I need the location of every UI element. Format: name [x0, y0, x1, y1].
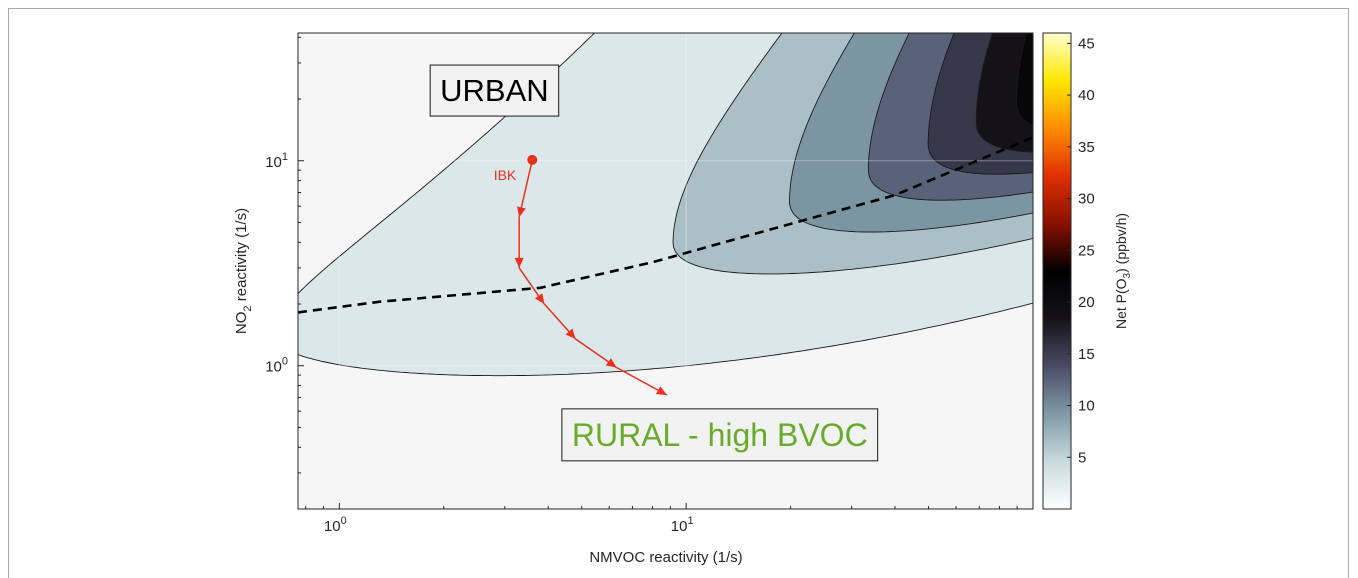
colorbar-ticks: 5 10 15 20 25 30 35 40 45 [1067, 35, 1095, 466]
colorbar-label: Net P(O3) (ppbv/h) [1113, 213, 1133, 329]
ibk-arrowhead [565, 328, 576, 340]
y-tick-exp: 0 [282, 356, 288, 368]
y-tick-label: 101 [265, 151, 288, 171]
ibk-arrowhead [517, 206, 526, 218]
colorbar-tick-label: 25 [1078, 242, 1095, 259]
ibk-arrowhead [655, 386, 667, 395]
ibk-arrowhead [534, 293, 545, 305]
annotation-box [561, 408, 879, 462]
colorbar-label-pre: Net P(O [1113, 278, 1129, 329]
x-axis-ticks: 100 101 [305, 503, 1018, 535]
contour-line-17 [975, 33, 1033, 153]
y-tick-base: 10 [265, 359, 282, 376]
y-axis-label-main: NO [233, 312, 250, 335]
contour-line-5 [672, 33, 1033, 275]
colorbar-tick-label: 20 [1078, 294, 1095, 311]
ibk-arrowhead [605, 358, 617, 368]
colorbar-tick-label: 40 [1078, 87, 1095, 104]
figure-frame [8, 8, 1349, 578]
x-tick-label: 100 [324, 515, 347, 535]
urban-annotation: URBAN [429, 64, 560, 117]
colorbar-tick-label: 5 [1078, 449, 1086, 466]
contour-line-14 [927, 33, 1033, 175]
x-tick-exp: 0 [341, 515, 347, 527]
contour-line-11 [867, 33, 1033, 201]
annotation-text: RURAL - high BVOC [572, 417, 868, 453]
ibk-arrowhead [514, 257, 524, 268]
ridge-dashed-line [298, 136, 1033, 314]
colorbar [1042, 32, 1072, 510]
colorbar-tick-label: 15 [1078, 346, 1095, 363]
y-axis-label-sub: 2 [242, 305, 254, 311]
contour-line-8 [789, 33, 1033, 233]
y-axis-label-rest: reactivity (1/s) [233, 208, 250, 306]
colorbar-tick-label: 10 [1078, 398, 1095, 415]
plot-border [297, 32, 1034, 510]
y-tick-exp: 1 [282, 151, 288, 163]
x-tick-exp: 1 [687, 515, 693, 527]
annotation-box [429, 64, 560, 117]
x-tick-label: 101 [671, 515, 694, 535]
annotations: URBAN RURAL - high BVOC [429, 64, 879, 462]
annotation-text: URBAN [440, 73, 549, 108]
x-tick-base: 10 [324, 518, 341, 535]
colorbar-label-sub: 3 [1122, 272, 1133, 278]
rural-annotation: RURAL - high BVOC [561, 408, 879, 462]
contour-band-17 [976, 33, 1033, 153]
contour-line-20 [1016, 33, 1033, 127]
colorbar-tick-label: 30 [1078, 191, 1095, 208]
ibk-trajectory: IBK [494, 154, 668, 396]
y-tick-base: 10 [265, 154, 282, 171]
x-axis-label: NMVOC reactivity (1/s) [589, 549, 742, 566]
colorbar-label-post: ) (ppbv/h) [1113, 213, 1129, 273]
y-tick-label: 100 [265, 356, 288, 376]
colorbar-tick-label: 45 [1078, 35, 1095, 52]
contour-band-20 [1016, 33, 1033, 126]
ibk-label: IBK [494, 167, 517, 183]
colorbar-tick-label: 35 [1078, 139, 1095, 156]
y-axis-label: NO2 reactivity (1/s) [233, 208, 254, 334]
x-tick-base: 10 [671, 518, 688, 535]
contour-fill-group [298, 33, 1033, 377]
